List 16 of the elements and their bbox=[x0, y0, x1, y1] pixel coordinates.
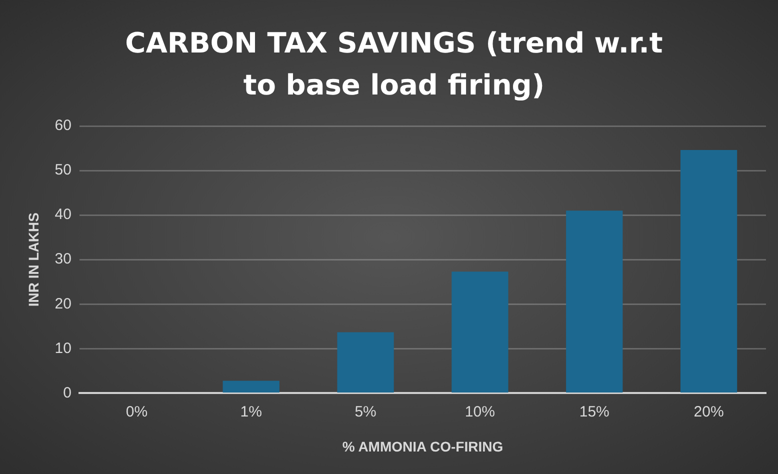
y-tick-label: 10 bbox=[54, 340, 72, 357]
x-tick-label: 15% bbox=[579, 403, 610, 420]
x-tick-label: 1% bbox=[240, 403, 262, 420]
x-tick-label: 10% bbox=[464, 403, 495, 420]
x-tick-label: 20% bbox=[694, 403, 724, 420]
y-tick-label: 50 bbox=[54, 162, 72, 179]
y-tick-label: 60 bbox=[54, 117, 72, 134]
chart-title: CARBON TAX SAVINGS (trend w.r.t to base load firing) bbox=[125, 26, 663, 102]
y-tick-label: 40 bbox=[54, 206, 72, 224]
y-axis-title: INR IN LAKHS bbox=[25, 212, 42, 307]
y-tick-label: 20 bbox=[54, 295, 72, 312]
x-tick-label: 0% bbox=[126, 403, 148, 420]
x-tick-label: 5% bbox=[354, 403, 376, 420]
y-tick-label: 0 bbox=[63, 384, 72, 402]
x-axis-title: % AMMONIA CO-FIRING bbox=[342, 438, 504, 454]
y-tick-label: 30 bbox=[54, 250, 72, 268]
